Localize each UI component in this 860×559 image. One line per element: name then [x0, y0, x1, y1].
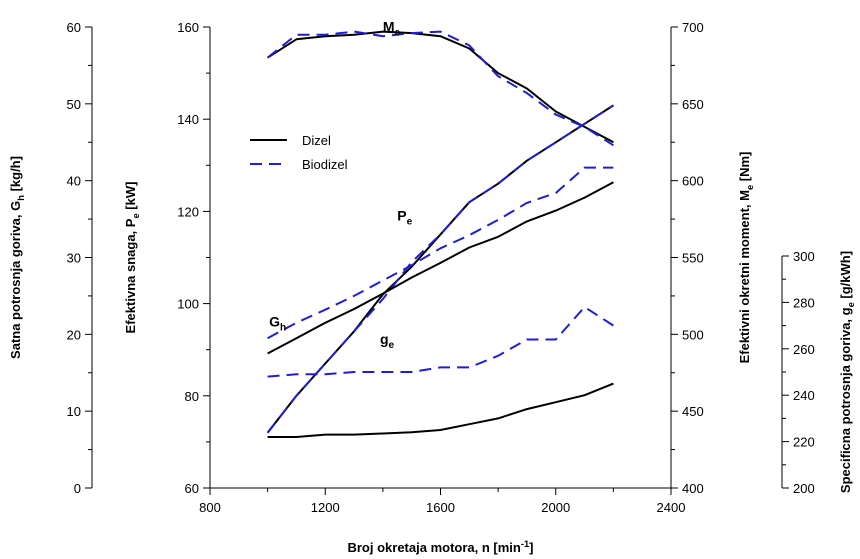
- gh-axis-title: Satna potrosnja goriva, Gh [kg/h]: [8, 156, 26, 359]
- legend-label-biodizel: Biodizel: [302, 157, 348, 172]
- pe-tick-label: 80: [185, 389, 199, 404]
- pe-tick-label: 140: [177, 112, 199, 127]
- me-tick-label: 400: [682, 481, 704, 496]
- curve-label-pe-sub: e: [407, 217, 413, 228]
- ge-axis-title-main: Specificna potrosnja goriva, g: [838, 307, 853, 493]
- series-line-gh-dizel: [267, 181, 614, 355]
- curve-label-pe-main: P: [397, 208, 406, 224]
- me-tick-label: 550: [682, 251, 704, 266]
- series-line-pe-biodizel: [266, 104, 614, 434]
- x-axis-title: Broj okretaja motora, n [min-1]: [347, 539, 533, 555]
- curve-label-me: Me: [383, 19, 401, 39]
- curve-label-gh-main: G: [269, 314, 280, 330]
- pe-tick-label: 60: [185, 481, 199, 496]
- curve-label-pe: Pe: [397, 208, 412, 228]
- curve-label-gh-sub: h: [280, 323, 286, 334]
- ge-tick-label: 240: [793, 388, 815, 403]
- x-tick-label: 2400: [657, 500, 686, 515]
- x-tick-label: 2000: [541, 500, 570, 515]
- gh-tick-label: 60: [67, 20, 81, 35]
- legend-label-dizel: Dizel: [302, 133, 331, 148]
- curve-label-ge-sub: e: [389, 340, 395, 351]
- curve-label-me-main: M: [383, 19, 395, 35]
- pe-tick-label: 120: [177, 204, 199, 219]
- x-axis-title-end: ]: [529, 540, 533, 555]
- gh-tick-label: 10: [67, 404, 81, 419]
- curve-label-ge-main: g: [380, 331, 389, 347]
- ge-tick-label: 220: [793, 435, 815, 450]
- gh-tick-label: 30: [67, 251, 81, 266]
- ge-tick-label: 300: [793, 249, 815, 264]
- ge-axis-title: Specificna potrosnja goriva, ge [g/kWh]: [838, 251, 856, 493]
- ge-tick-label: 200: [793, 481, 815, 496]
- curve-label-ge: ge: [380, 331, 395, 351]
- me-axis-title-sub: e: [745, 185, 755, 190]
- me-axis-title-end: [Nm]: [737, 152, 752, 185]
- me-tick-label: 650: [682, 97, 704, 112]
- series-line-ge-dizel: [267, 382, 614, 438]
- me-tick-label: 500: [682, 327, 704, 342]
- x-tick-label: 1600: [426, 500, 455, 515]
- gh-tick-label: 40: [67, 174, 81, 189]
- pe-tick-label: 160: [177, 20, 199, 35]
- me-tick-label: 700: [682, 20, 704, 35]
- gh-tick-label: 20: [67, 327, 81, 342]
- me-tick-label: 450: [682, 404, 704, 419]
- gh-tick-label: 0: [74, 481, 81, 496]
- pe-axis-title-main: Efektivna snaga, P: [123, 218, 138, 333]
- x-axis-title-sup: -1: [521, 539, 529, 549]
- series-line-me-biodizel: [266, 30, 614, 147]
- pe-axis-title-end: [kW]: [123, 182, 138, 214]
- ge-tick-label: 260: [793, 342, 815, 357]
- pe-axis-title-sub: e: [131, 213, 141, 218]
- gh-axis-title-sub: h: [16, 195, 26, 201]
- pe-axis-title: Efektivna snaga, Pe [kW]: [123, 182, 141, 334]
- series-line-pe-dizel: [266, 104, 614, 434]
- me-axis-title: Efektivni okretni moment, Me [Nm]: [737, 152, 755, 364]
- x-axis-title-main: Broj okretaja motora, n [min: [347, 540, 520, 555]
- series-line-ge-biodizel: [267, 306, 614, 378]
- ge-axis-title-sub: e: [846, 302, 856, 307]
- axes-layer: [85, 26, 789, 495]
- ge-tick-label: 280: [793, 295, 815, 310]
- curve-label-gh: Gh: [269, 314, 286, 334]
- series-line-me-dizel: [267, 30, 614, 144]
- gh-axis-title-end: [kg/h]: [8, 156, 23, 195]
- x-tick-label: 1200: [311, 500, 340, 515]
- series-line-gh-biodizel: [267, 166, 614, 340]
- pe-tick-label: 100: [177, 297, 199, 312]
- gh-tick-label: 50: [67, 97, 81, 112]
- curve-label-me-sub: e: [395, 28, 401, 39]
- gh-axis-title-main: Satna potrosnja goriva, G: [8, 201, 23, 359]
- ge-axis-title-end: [g/kWh]: [838, 251, 853, 302]
- me-tick-label: 600: [682, 174, 704, 189]
- x-tick-label: 800: [199, 500, 221, 515]
- me-axis-title-main: Efektivni okretni moment, M: [737, 190, 752, 363]
- series-layer: [266, 30, 614, 438]
